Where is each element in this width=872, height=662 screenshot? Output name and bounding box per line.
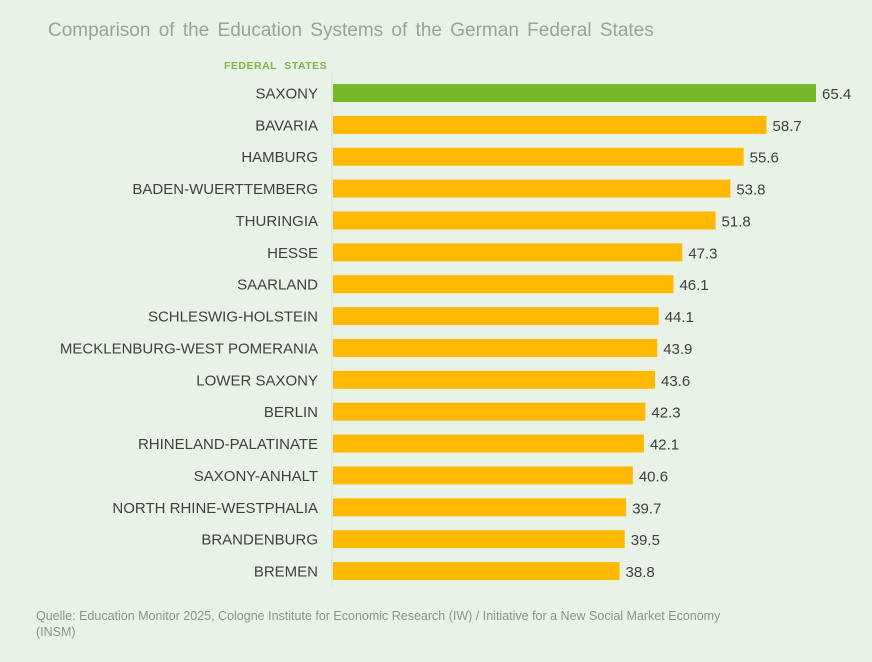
bar [333, 179, 731, 198]
bar [333, 211, 716, 230]
chart-title: Comparison of the Education Systems of t… [48, 20, 654, 41]
bar [333, 434, 644, 453]
bar [333, 402, 646, 421]
data-label: 55.6 [750, 150, 779, 167]
category-label: SAARLAND [237, 277, 318, 294]
data-label: 46.1 [679, 277, 708, 294]
bar [333, 307, 659, 326]
data-label: 38.8 [626, 564, 655, 581]
category-label: BREMEN [254, 564, 318, 581]
category-label: THURINGIA [236, 213, 319, 230]
bar [333, 466, 633, 485]
category-label: BAVARIA [255, 117, 318, 134]
category-label: SAXONY-ANHALT [194, 468, 318, 485]
bar [333, 115, 767, 134]
bar [333, 370, 655, 389]
bar [333, 562, 620, 581]
category-axis-title: FEDERAL STATES [224, 60, 328, 72]
bar [333, 530, 625, 549]
data-label: 47.3 [688, 245, 717, 262]
data-label: 42.1 [650, 437, 679, 454]
category-label: LOWER SAXONY [196, 372, 318, 389]
data-label: 43.9 [663, 341, 692, 358]
category-label: BERLIN [264, 404, 318, 421]
data-label: 39.7 [632, 500, 661, 517]
source-note: Quelle: Education Monitor 2025, Cologne … [36, 609, 721, 639]
category-label: HAMBURG [241, 149, 318, 166]
bar [333, 498, 627, 517]
data-label: 58.7 [773, 118, 802, 135]
category-label: SCHLESWIG-HOLSTEIN [148, 309, 318, 326]
category-label: MECKLENBURG-WEST POMERANIA [60, 340, 318, 357]
data-label: 42.3 [651, 405, 680, 422]
category-label: NORTH RHINE-WESTPHALIA [112, 500, 318, 517]
bar [333, 338, 658, 357]
data-label: 39.5 [631, 532, 660, 549]
category-label: BRANDENBURG [201, 532, 318, 549]
data-label: 44.1 [665, 309, 694, 326]
bar [333, 147, 744, 166]
data-label: 40.6 [639, 468, 668, 485]
bar [333, 275, 674, 294]
data-label: 65.4 [822, 86, 851, 103]
bar [333, 84, 816, 102]
category-label: RHINELAND-PALATINATE [138, 436, 318, 453]
category-label: HESSE [267, 245, 318, 262]
data-label: 53.8 [736, 182, 765, 199]
category-label: SAXONY [255, 86, 318, 103]
data-label: 51.8 [722, 213, 751, 230]
data-label: 43.6 [661, 373, 690, 390]
bar [333, 243, 683, 262]
category-label: BADEN-WUERTTEMBERG [132, 181, 318, 198]
